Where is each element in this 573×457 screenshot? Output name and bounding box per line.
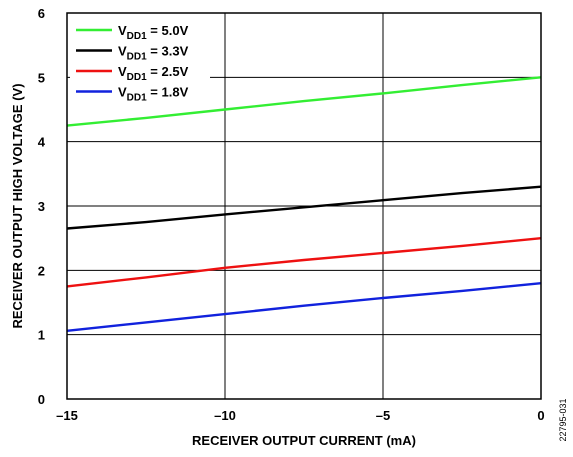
y-axis-label: RECEIVER OUTPUT HIGH VOLTAGE (V) bbox=[10, 83, 25, 328]
series-line-2 bbox=[66, 185, 542, 230]
y-tick-label: 3 bbox=[38, 199, 45, 214]
x-tick-label: –15 bbox=[56, 408, 78, 423]
x-axis-label: RECEIVER OUTPUT CURRENT (mA) bbox=[192, 433, 416, 448]
legend-entry: VDD1 = 5.0V bbox=[118, 23, 189, 42]
y-tick-label: 1 bbox=[38, 328, 45, 343]
y-tick-label: 6 bbox=[38, 6, 45, 21]
series-line-4 bbox=[66, 282, 542, 332]
series-line-1 bbox=[66, 76, 542, 127]
x-tick-labels: –15 –10 –5 0 bbox=[56, 408, 544, 423]
legend-entry: VDD1 = 3.3V bbox=[118, 44, 189, 63]
y-tick-label: 0 bbox=[38, 392, 45, 407]
y-tick-label: 5 bbox=[38, 70, 45, 85]
plot-frame bbox=[66, 12, 542, 400]
x-tick-label: –5 bbox=[376, 408, 390, 423]
legend-entry: VDD1 = 2.5V bbox=[118, 64, 189, 83]
figure-id: 22795-031 bbox=[558, 398, 568, 441]
y-tick-label: 2 bbox=[38, 263, 45, 278]
series-line-3 bbox=[66, 237, 542, 288]
series-lines bbox=[66, 76, 542, 332]
y-tick-labels: 0 1 2 3 4 5 6 bbox=[38, 6, 46, 407]
legend-entry: VDD1 = 1.8V bbox=[118, 85, 189, 104]
x-tick-label: 0 bbox=[537, 408, 544, 423]
x-tick-label: –10 bbox=[214, 408, 236, 423]
y-tick-label: 4 bbox=[38, 135, 46, 150]
